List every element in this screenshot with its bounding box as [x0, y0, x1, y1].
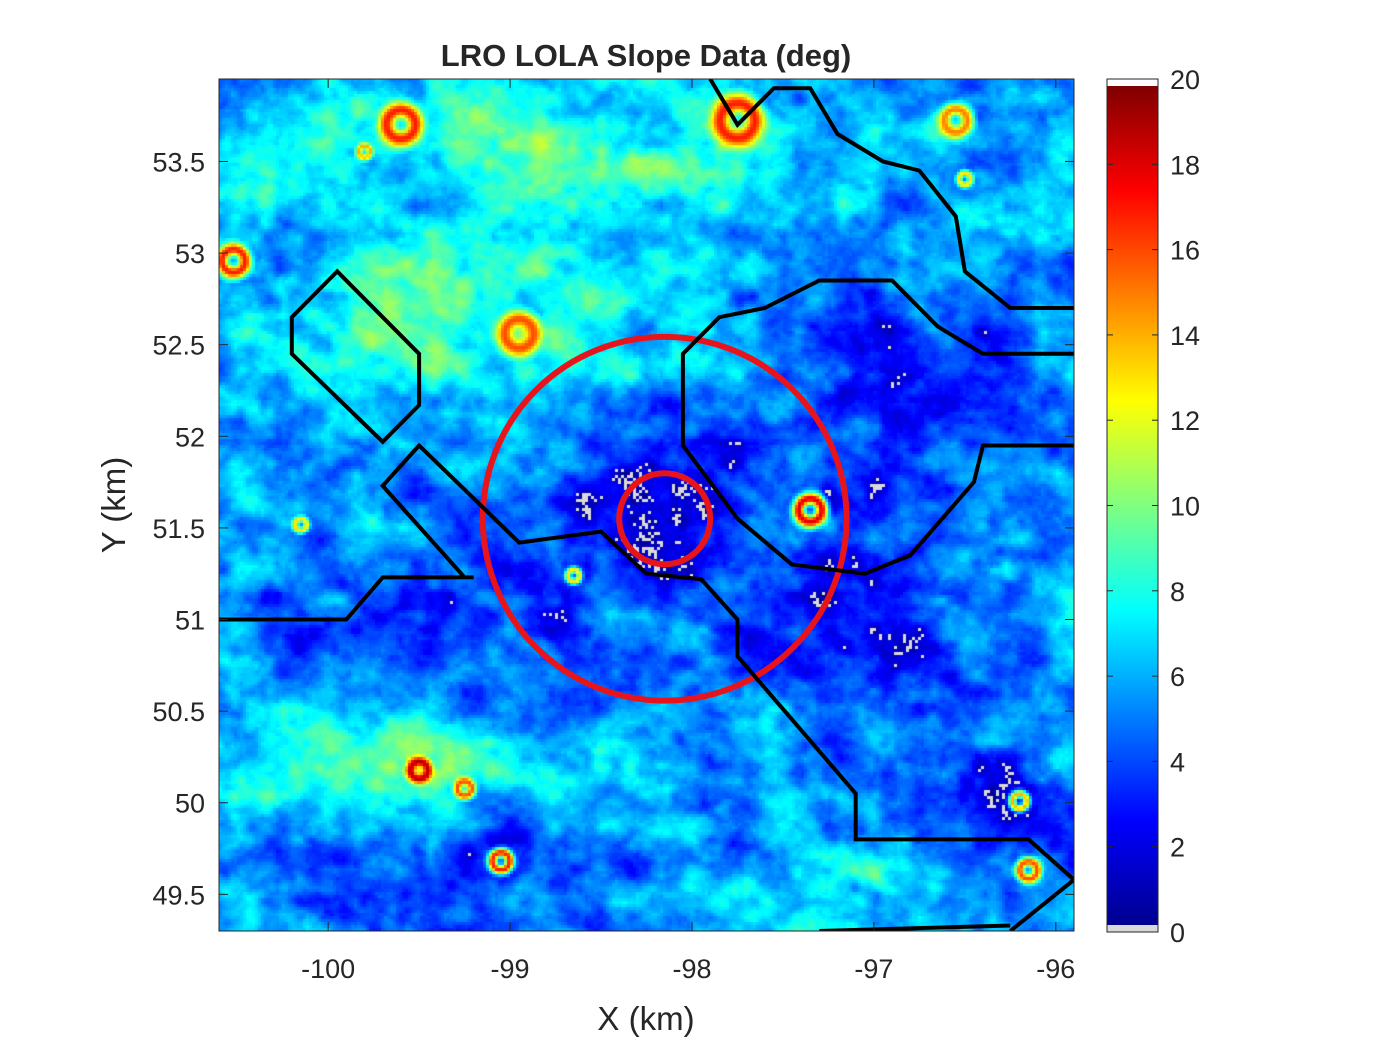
x-tick-label: -99: [491, 954, 530, 984]
target-ring: [616, 470, 714, 568]
colorbar-under: [1107, 925, 1158, 932]
x-axis: -100 -99 -98 -97 -96: [301, 79, 1075, 984]
y-tick-label: 53: [175, 239, 205, 269]
plot-frame: [218, 78, 1075, 932]
chart-title: LRO LOLA Slope Data (deg): [441, 38, 851, 73]
colorbar-tick-label: 14: [1170, 321, 1200, 351]
y-tick-label: 52: [175, 422, 205, 452]
y-axis-label: Y (km): [95, 457, 132, 554]
x-tick-label: -98: [672, 954, 711, 984]
colorbar-tick-label: 2: [1170, 833, 1185, 863]
region-boundary: [289, 268, 422, 445]
y-tick-label: 50.5: [152, 697, 205, 727]
x-axis-label: X (km): [597, 1000, 694, 1037]
heatmap-field: [219, 79, 1074, 931]
colorbar-tick-label: 20: [1170, 65, 1200, 95]
region-boundary: [708, 79, 1074, 310]
x-tick-label: -100: [301, 954, 355, 984]
colorbar-tick-label: 18: [1170, 150, 1200, 180]
colorbar-over: [1107, 79, 1158, 86]
colorbar: 0 2 4 6 8 10 12 14 16 18 20: [1106, 65, 1200, 948]
colorbar-ticks: 0 2 4 6 8 10 12 14 16 18 20: [1107, 65, 1200, 948]
y-axis: 49.5 50 50.5 51 51.5 52 52.5 53 53.5: [152, 147, 1074, 910]
y-tick-label: 50: [175, 789, 205, 819]
x-tick-label: -97: [854, 954, 893, 984]
region-boundary: [819, 923, 1011, 931]
colorbar-tick-label: 8: [1170, 577, 1185, 607]
overlay-layer: [219, 79, 1074, 931]
y-tick-label: 51: [175, 606, 205, 636]
y-tick-label: 53.5: [152, 147, 205, 177]
colorbar-tick-label: 12: [1170, 406, 1200, 436]
colorbar-tick-label: 6: [1170, 662, 1185, 692]
colorbar-tick-label: 4: [1170, 747, 1185, 777]
region-boundary: [680, 278, 1074, 520]
y-tick-label: 51.5: [152, 514, 205, 544]
y-tick-label: 52.5: [152, 331, 205, 361]
x-tick-label: -96: [1036, 954, 1075, 984]
y-tick-label: 49.5: [152, 880, 205, 910]
colorbar-tick-label: 16: [1170, 236, 1200, 266]
region-boundary: [219, 442, 1074, 931]
colorbar-tick-label: 10: [1170, 492, 1200, 522]
target-ring: [479, 333, 850, 704]
colorbar-tick-label: 0: [1170, 918, 1185, 948]
colorbar-gradient: [1107, 86, 1158, 925]
region-boundary: [736, 443, 1074, 576]
